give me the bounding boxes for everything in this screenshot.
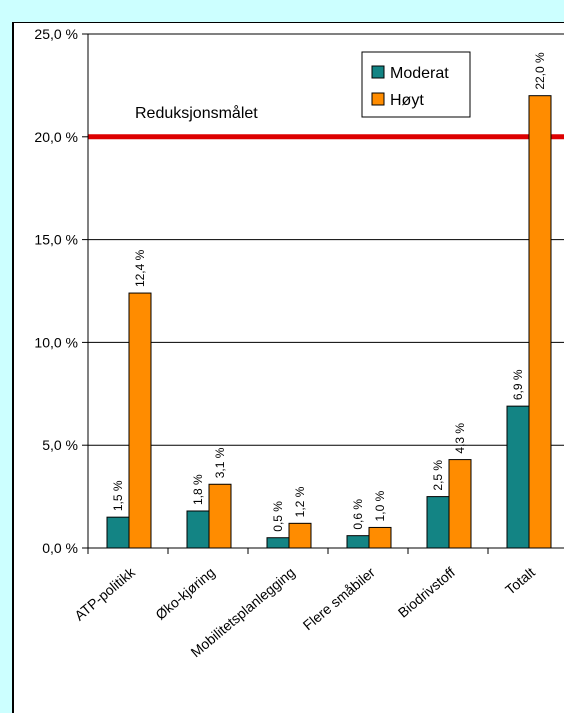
data-label: 1,5 % (111, 480, 125, 511)
bar-hoyt (208, 483, 232, 549)
bar-hoyt (448, 459, 472, 549)
legend: Moderat Høyt (361, 51, 471, 118)
data-label: 1,0 % (373, 490, 387, 521)
bar-hoyt (368, 526, 392, 549)
bar-hoyt (288, 522, 312, 549)
reference-line-label: Reduksjonsmålet (135, 104, 258, 122)
legend-box (361, 51, 471, 118)
reference-line-group: Reduksjonsmålet (88, 104, 564, 140)
bar-hoyt (128, 292, 152, 549)
data-label: 1,2 % (293, 486, 307, 517)
data-label: 6,9 % (511, 369, 525, 400)
y-tick-label: 15,0 % (34, 232, 78, 248)
legend-swatch-hoyt (371, 92, 385, 106)
data-label: 3,1 % (213, 447, 227, 478)
x-tick-label: Flere småbiler (300, 564, 378, 633)
y-tick-label: 25,0 % (34, 26, 78, 42)
bar-moderat (426, 496, 450, 549)
y-tick-label: 5,0 % (42, 437, 78, 453)
legend-label-moderat: Moderat (390, 65, 449, 82)
bar-hoyt (528, 95, 552, 549)
legend-label-hoyt: Høyt (390, 92, 424, 109)
bar-moderat (106, 516, 130, 549)
axes (82, 33, 564, 554)
data-label: 4,3 % (453, 423, 467, 454)
x-tick-label: Biodrivstoff (395, 564, 458, 621)
bar-moderat (346, 535, 370, 549)
x-tick-label: Totalt (502, 564, 538, 598)
x-tick-label: ATP-politikk (71, 563, 138, 623)
data-labels: 1,5 % 12,4 % 1,8 % 3,1 % 0,5 % 1,2 % 0,6 % 1,0 … (111, 52, 547, 532)
bar-moderat (266, 537, 290, 549)
x-tick-label: Øko-kjøring (152, 564, 218, 623)
data-label: 2,5 % (431, 460, 445, 491)
x-tick-labels: ATP-politikk Øko-kjøringMobilitetsplanleg… (71, 563, 538, 660)
y-tick-labels: 0,0 % 5,0 % 10,0 % 15,0 % 20,0 % 25,0 % (34, 26, 78, 556)
y-tick-label: 20,0 % (34, 129, 78, 145)
bars (106, 95, 552, 549)
data-label: 12,4 % (133, 249, 147, 287)
bar-moderat (186, 510, 210, 549)
y-tick-label: 0,0 % (42, 540, 78, 556)
gridlines (88, 33, 564, 446)
y-tick-label: 10,0 % (34, 334, 78, 350)
data-label: 1,8 % (191, 474, 205, 505)
data-label: 22,0 % (533, 52, 547, 90)
data-label: 0,6 % (351, 499, 365, 530)
legend-swatch-moderat (371, 65, 385, 79)
data-label: 0,5 % (271, 501, 285, 532)
bar-moderat (506, 405, 530, 549)
